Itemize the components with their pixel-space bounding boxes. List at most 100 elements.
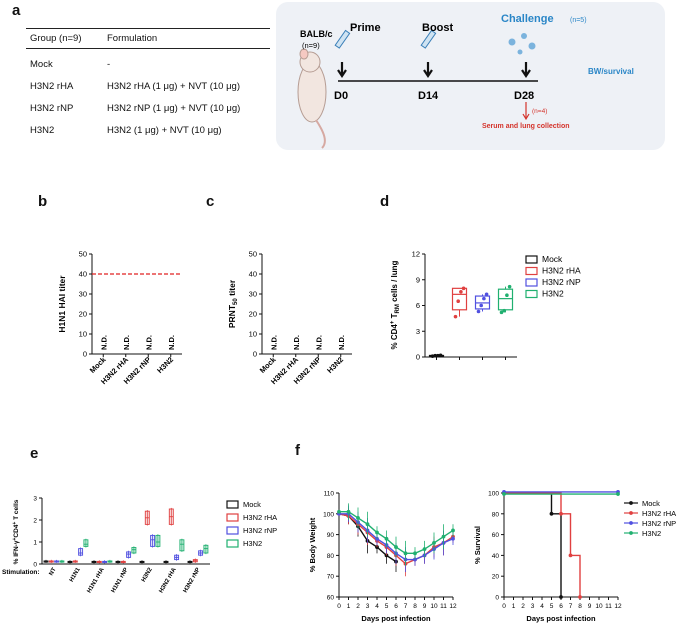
- x-tick-label: H1N1: [69, 566, 82, 583]
- x-tick-label: 5: [385, 603, 389, 610]
- data-point: [438, 353, 443, 358]
- x-tick-label: NT: [49, 567, 58, 577]
- y-tick-label: 0: [416, 353, 420, 362]
- legend-swatch: [525, 266, 538, 276]
- y-tick-label: 30: [79, 290, 87, 299]
- x-tick-label: H3N2: [155, 355, 175, 375]
- y-axis-label: PRNT50 titer: [227, 279, 239, 328]
- x-tick-label: 2: [356, 603, 360, 610]
- panel-label-e: e: [30, 445, 39, 462]
- y-tick-label: 70: [327, 574, 335, 581]
- legend-label: H3N2 rHA: [542, 266, 581, 276]
- challenge-label: Challenge: [501, 13, 554, 25]
- legend-swatch: [525, 255, 538, 264]
- x-tick-label: 4: [375, 603, 379, 610]
- x-tick-label: H3N2 rNP: [183, 567, 202, 594]
- series-line: [504, 492, 581, 597]
- y-tick-label: 50: [79, 250, 87, 259]
- chart-panel-d: 0 3 6 9 12 % CD4+ TRM cells / lung Mock H3N2 rH…: [390, 250, 581, 362]
- sample-label: Serum and lung collection: [482, 123, 570, 130]
- x-tick-label: 1: [512, 603, 516, 610]
- boost-arrow-icon: [423, 62, 433, 78]
- x-tick-label: 9: [588, 603, 592, 610]
- y-axis-label: % IFN-γ+CD4+ T cells: [12, 499, 20, 564]
- legend-swatch-marker: [629, 501, 633, 505]
- legend-label: Mock: [542, 254, 563, 264]
- box: [78, 548, 84, 556]
- y-tick-label: 100: [488, 491, 499, 498]
- y-tick-label: 40: [249, 270, 257, 279]
- data-point: [394, 545, 398, 549]
- x-tick-label: 4: [540, 603, 544, 610]
- y-axis-label: % Body Weight: [308, 517, 317, 572]
- data-point: [346, 509, 351, 514]
- x-tick-label: 2: [521, 603, 525, 610]
- y-tick-label: 20: [492, 574, 500, 581]
- day-label: D0: [334, 90, 348, 102]
- x-tick-label: 12: [614, 603, 622, 610]
- data-point: [451, 528, 455, 533]
- table-header-rule: [26, 48, 270, 49]
- box: [150, 534, 156, 547]
- x-tick-label: 6: [394, 603, 398, 610]
- data-point: [337, 509, 341, 514]
- y-tick-label: 3: [33, 496, 37, 503]
- x-tick-label: 0: [502, 603, 506, 610]
- legend-label: H3N2 rNP: [542, 277, 581, 287]
- panel-label-b: b: [38, 193, 48, 210]
- y-axis-label: % Survival: [473, 526, 482, 564]
- box: [155, 534, 161, 547]
- x-tick-label: H1N1 rHA: [87, 566, 107, 594]
- box: [179, 539, 185, 552]
- legend-label: H3N2 rNP: [642, 519, 676, 528]
- box: [131, 547, 137, 554]
- y-tick-label: 9: [416, 275, 420, 284]
- legend-label: H3N2 rNP: [243, 526, 277, 535]
- data-point: [403, 551, 408, 556]
- box: [83, 539, 89, 547]
- y-tick-label: 1: [33, 540, 37, 547]
- legend-label: H3N2: [243, 539, 262, 548]
- legend-swatch-marker: [629, 531, 633, 535]
- y-tick-label: 40: [492, 553, 500, 560]
- panel-label-d: d: [380, 193, 390, 210]
- x-tick-label: 10: [430, 603, 438, 610]
- data-point: [436, 353, 440, 358]
- table-row-formulation: -: [107, 59, 111, 70]
- data-point: [499, 310, 504, 315]
- y-tick-label: 80: [327, 553, 335, 560]
- nd-label: N.D.: [292, 335, 301, 350]
- y-tick-label: 3: [416, 327, 420, 336]
- nd-label: N.D.: [167, 335, 176, 350]
- x-tick-label: H1N1 rNP: [111, 567, 130, 594]
- data-point: [479, 303, 484, 308]
- challenge-arrow-icon: [521, 62, 531, 78]
- x-tick-label: 12: [449, 603, 457, 610]
- x-tick-label: 8: [413, 603, 417, 610]
- legend-label: Mock: [642, 499, 660, 508]
- y-axis-label: % CD4+ TRM cells / lung: [390, 260, 401, 349]
- x-tick-label: 11: [440, 603, 447, 610]
- y-tick-label: 110: [324, 491, 335, 498]
- x-tick-label: 7: [404, 603, 408, 610]
- nd-label: N.D.: [314, 335, 323, 350]
- mouse-label: BALB/c: [300, 29, 333, 39]
- legend-label: H3N2: [642, 529, 661, 538]
- table-row-group: Mock: [30, 59, 53, 70]
- table-row-formulation: H3N2 rHA (1 μg) + NVT (10 μg): [107, 81, 240, 92]
- data-point: [451, 536, 455, 541]
- data-point: [456, 299, 461, 304]
- x-tick-label: Mock: [258, 354, 279, 375]
- data-point: [482, 296, 486, 301]
- x-tick-label: 3: [531, 603, 535, 610]
- box: [126, 551, 132, 558]
- data-point: [413, 551, 417, 556]
- x-tick-label: 0: [337, 603, 341, 610]
- y-tick-label: 60: [492, 532, 500, 539]
- legend-swatch: [226, 526, 239, 535]
